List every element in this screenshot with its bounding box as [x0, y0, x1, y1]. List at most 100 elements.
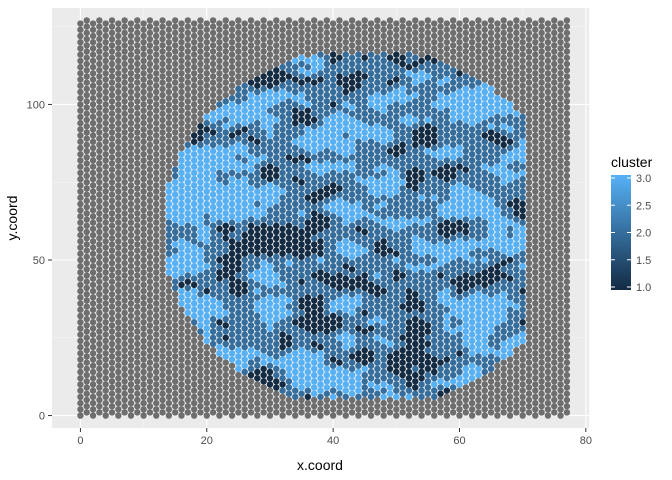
background-spot [551, 147, 558, 155]
background-spot [551, 266, 558, 273]
tissue-spot [367, 294, 375, 301]
tissue-spot [222, 141, 229, 149]
tissue-spot [273, 141, 280, 149]
tissue-spot [405, 325, 413, 332]
tissue-spot [260, 272, 267, 279]
tissue-spot [342, 82, 349, 89]
tissue-spot [355, 76, 362, 83]
background-spot [228, 412, 236, 419]
background-spot [83, 48, 90, 55]
tissue-spot [519, 213, 526, 220]
background-spot [456, 32, 463, 40]
background-spot [544, 281, 552, 289]
tissue-spot [405, 132, 413, 139]
background-spot [487, 23, 495, 30]
background-spot [146, 185, 154, 192]
tissue-spot [494, 356, 501, 363]
tissue-spot [449, 278, 457, 285]
tissue-spot [254, 281, 261, 289]
tissue-spot [462, 322, 470, 329]
background-spot [165, 169, 173, 177]
background-spot [134, 365, 141, 373]
background-spot [481, 70, 488, 77]
background-spot [412, 396, 419, 404]
tissue-spot [266, 113, 274, 121]
tissue-spot [424, 160, 432, 167]
tissue-spot [254, 225, 261, 233]
background-spot [551, 166, 558, 173]
tissue-spot [494, 132, 501, 139]
background-spot [197, 98, 204, 105]
tissue-spot [506, 213, 514, 220]
background-spot [532, 250, 539, 257]
background-spot [481, 412, 488, 419]
background-spot [487, 48, 495, 55]
background-spot [544, 32, 552, 40]
background-spot [115, 157, 122, 164]
background-spot [380, 20, 387, 27]
background-spot [159, 328, 166, 335]
tissue-spot [367, 76, 375, 83]
tissue-spot [342, 157, 349, 164]
tissue-spot [298, 371, 305, 379]
tissue-spot [462, 123, 470, 130]
tissue-spot [336, 54, 343, 61]
background-spot [538, 297, 545, 304]
background-spot [96, 353, 103, 360]
tissue-spot [456, 157, 463, 164]
background-spot [89, 250, 97, 257]
background-spot [89, 70, 97, 77]
background-spot [77, 238, 84, 245]
background-spot [203, 399, 210, 407]
background-spot [228, 393, 236, 401]
background-spot [134, 203, 141, 211]
background-spot [216, 412, 223, 419]
tissue-spot [374, 384, 381, 391]
background-spot [380, 32, 387, 40]
tissue-spot [367, 375, 375, 382]
tissue-spot [449, 315, 457, 323]
background-spot [121, 129, 128, 136]
background-spot [108, 247, 116, 254]
tissue-spot [266, 375, 274, 382]
background-spot [525, 278, 533, 285]
background-spot [108, 172, 116, 180]
tissue-spot [285, 247, 293, 254]
background-spot [134, 73, 141, 80]
background-spot [209, 60, 217, 68]
background-spot [487, 378, 495, 385]
tissue-spot [481, 244, 488, 251]
background-spot [544, 375, 552, 382]
tissue-spot [456, 231, 463, 239]
background-spot [83, 135, 90, 142]
tissue-spot [292, 101, 299, 108]
tissue-spot [412, 203, 419, 211]
tissue-spot [437, 129, 444, 136]
tissue-spot [380, 51, 387, 58]
tissue-spot [506, 113, 514, 121]
background-spot [538, 303, 545, 310]
tissue-spot [355, 82, 362, 89]
background-spot [468, 20, 476, 27]
tissue-spot [399, 79, 406, 86]
background-spot [544, 387, 552, 394]
tissue-spot [412, 91, 419, 99]
tissue-spot [399, 197, 406, 205]
tissue-spot [292, 306, 299, 313]
tissue-spot [222, 172, 229, 180]
background-spot [513, 29, 520, 37]
background-spot [386, 403, 394, 410]
background-spot [266, 57, 274, 65]
tissue-spot [171, 203, 179, 211]
tissue-spot [380, 207, 387, 214]
tissue-spot [367, 213, 375, 220]
background-spot [266, 399, 274, 407]
tissue-spot [361, 185, 368, 192]
background-spot [222, 378, 229, 385]
tissue-spot [449, 247, 457, 254]
tissue-spot [241, 343, 248, 351]
tissue-spot [216, 337, 223, 345]
background-spot [538, 147, 545, 155]
background-spot [115, 107, 122, 114]
tissue-spot [437, 309, 444, 317]
